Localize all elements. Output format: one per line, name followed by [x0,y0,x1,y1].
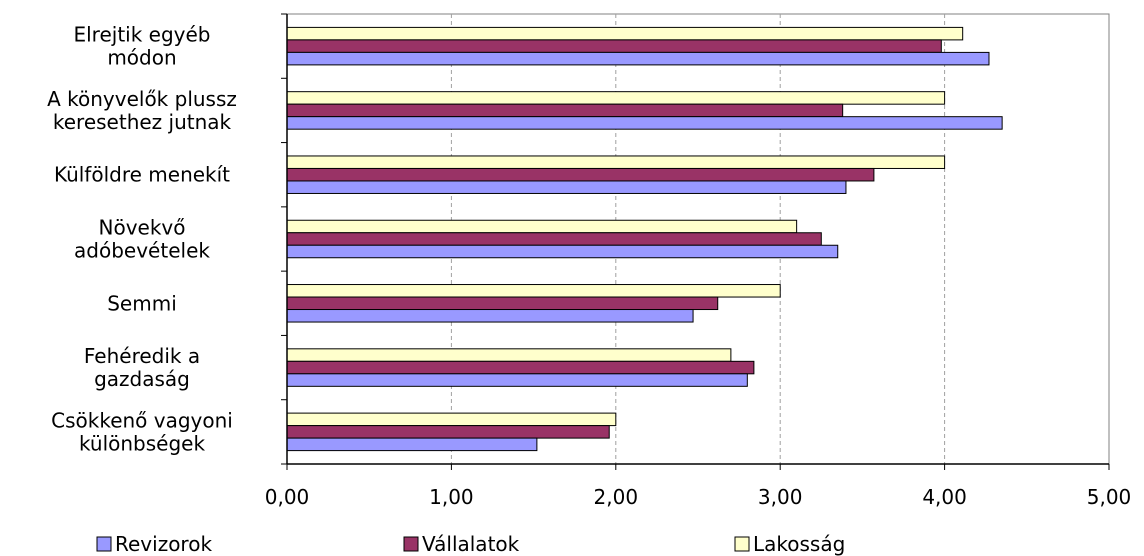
bar-vállalatok [286,360,755,375]
x-tick-label: 3,00 [758,485,803,509]
legend-label-vállalatok: Vállalatok [422,532,520,556]
bar-vállalatok [286,103,844,118]
bar-revizorok [286,51,990,66]
bar-vállalatok [286,39,942,53]
legend-label-revizorok: Revizorok [115,532,212,556]
bar-lakosság [286,155,946,169]
category-label-line: Külföldre menekít [54,163,230,187]
category-label-line: módon [107,46,176,70]
category-label-line: gazdaság [94,367,190,391]
bar-revizorok [286,116,1003,130]
legend-swatch-vállalatok [403,536,419,552]
category-label: Növekvő adóbevételek [74,216,210,263]
bar-vállalatok [286,425,610,439]
category-label: Fehéredik a gazdaság [84,344,200,391]
bar-revizorok [286,180,847,194]
legend-swatch-lakosság [734,536,750,552]
x-tick-label: 2,00 [594,485,639,509]
bar-revizorok [286,437,538,452]
category-label: Elrejtik egyéb módon [73,23,210,70]
tick-labels: 0,00 1,00 2,00 3,00 4,00 5,00 [265,485,1132,509]
bar-vállalatok [286,296,719,311]
x-tick-label: 0,00 [265,485,310,509]
x-tick-label: 5,00 [1087,485,1132,509]
category-label-line: Növekvő [99,216,186,240]
bar-revizorok [286,309,694,323]
legend-swatch-revizorok [96,536,112,552]
bar-lakosság [286,348,732,362]
legend-label-lakosság: Lakosság [753,532,845,556]
bar-revizorok [286,373,748,387]
legend: Revizorok Vállalatok Lakosság [96,532,845,556]
x-tick-label: 1,00 [429,485,474,509]
category-label-line: Fehéredik a [84,344,200,368]
category-label: A könyvelők plussz keresethez jutnak [47,87,237,134]
bar-lakosság [286,284,781,298]
bar-lakosság [286,412,617,427]
category-label: Semmi [107,291,177,315]
category-labels: Elrejtik egyéb módon A könyvelők plussz ker… [47,23,237,456]
bar-vállalatok [286,232,822,246]
category-label: Külföldre menekít [54,163,230,187]
category-label-line: adóbevételek [74,239,210,263]
x-tick-label: 4,00 [922,485,967,509]
category-label-line: keresethez jutnak [53,110,232,134]
category-label-line: A könyvelők plussz [47,87,237,111]
bars [286,26,1003,452]
bar-lakosság [286,219,798,234]
category-label-line: Elrejtik egyéb [73,23,210,47]
category-label-line: különbségek [79,431,206,455]
bar-vállalatok [286,167,875,182]
bar-revizorok [286,244,839,259]
category-label-line: Semmi [107,291,177,315]
category-label-line: Csökkenő vagyoni [51,408,233,432]
bar-lakosság [286,26,964,41]
axes [281,13,1110,470]
bar-lakosság [286,91,946,105]
category-label: Csökkenő vagyoni különbségek [51,408,233,455]
